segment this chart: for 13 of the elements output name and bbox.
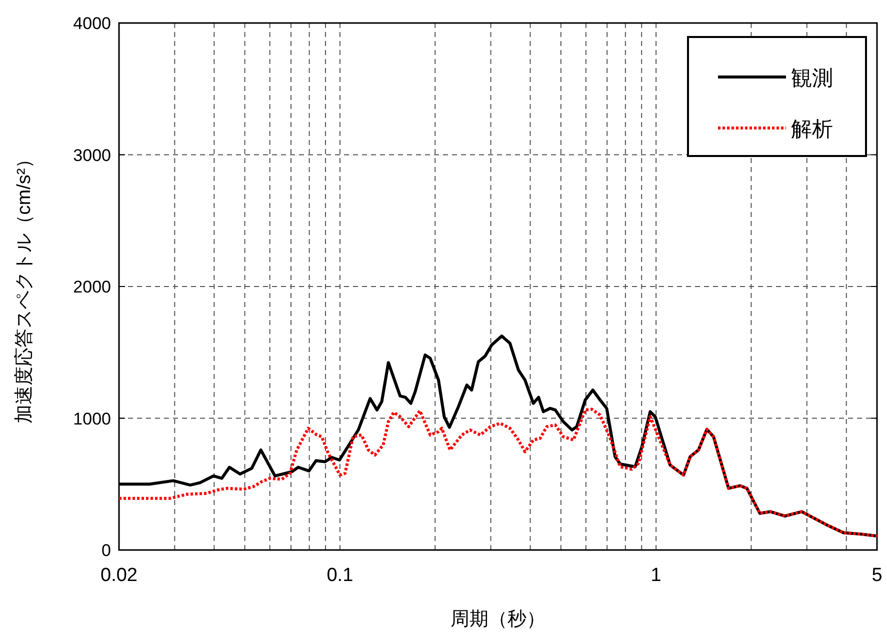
y-tick-label: 2000 <box>73 278 111 296</box>
y-tick-label: 3000 <box>73 146 111 165</box>
x-tick-label: 5 <box>872 565 882 586</box>
x-axis-title: 周期（秒） <box>450 609 546 630</box>
y-tick-label: 0 <box>102 541 111 560</box>
y-tick-label: 4000 <box>73 14 111 33</box>
x-tick-label: 0.1 <box>326 565 354 586</box>
x-tick-label: 0.02 <box>100 565 138 586</box>
y-tick-label: 1000 <box>73 409 111 428</box>
y-axis-title: 加速度応答スペクトル（cm/s²） <box>13 149 35 424</box>
legend-label: 解析 <box>791 118 833 141</box>
x-tick-label: 1 <box>650 565 662 586</box>
legend-label: 観測 <box>791 67 833 90</box>
